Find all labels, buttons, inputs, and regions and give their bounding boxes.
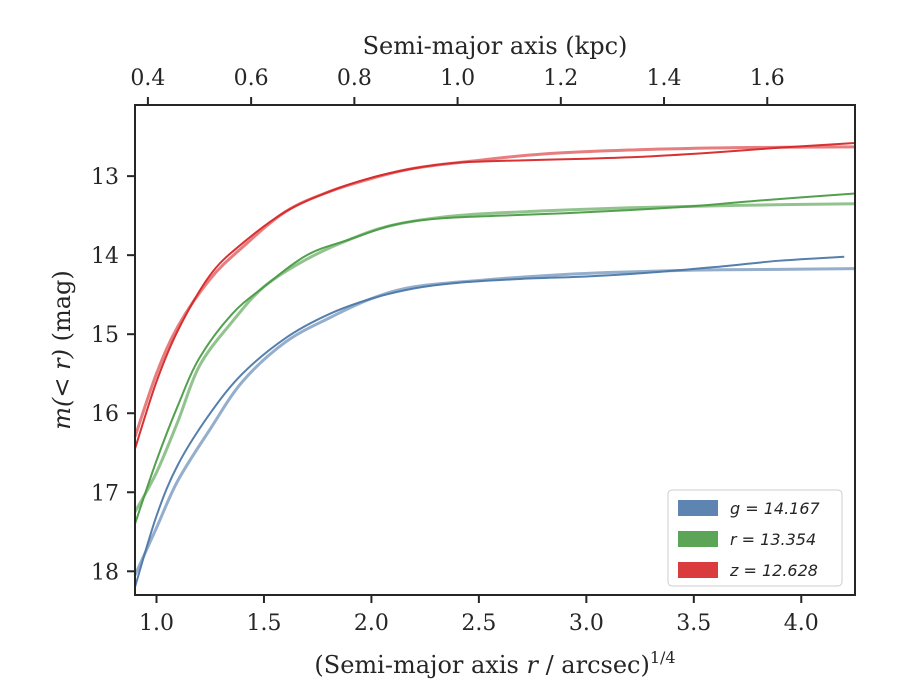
y-axis-title: m(< r) (mag): [48, 270, 76, 430]
top-x-tick-label: 1.4: [647, 66, 682, 91]
y-tick-label: 14: [91, 244, 119, 269]
series-model-line: [133, 202, 856, 513]
ylabel-unit: (mag): [48, 270, 76, 349]
series-data-line: [134, 192, 856, 525]
ticks-layer: 1.0 1.5 2.0 2.5 3.0 3.5 4.0 0.4 0.6 0.8 1.0 1.2 1.4 1…: [91, 66, 819, 636]
top-x-tick-label: 1.2: [543, 66, 578, 91]
top-x-tick-label: 0.4: [130, 66, 165, 91]
ylabel-math: m(< r): [48, 349, 76, 430]
y-tick-label: 16: [91, 402, 119, 427]
top-x-tick-label: 0.8: [337, 66, 372, 91]
xlabel-suffix: / arcsec): [538, 651, 650, 679]
x-tick-label: 3.0: [569, 611, 604, 636]
legend-swatch-z: [678, 562, 718, 578]
x-tick-label: 3.5: [676, 611, 711, 636]
legend-label-g: g = 14.167: [730, 499, 821, 518]
xlabel-exponent: 1/4: [650, 648, 676, 667]
top-axis-title: Semi-major axis (kpc): [363, 32, 628, 60]
xlabel-var: r: [526, 651, 539, 679]
top-x-tick-label: 0.6: [234, 66, 269, 91]
x-tick-label: 1.0: [139, 611, 174, 636]
plot-frame: [134, 104, 856, 596]
legend-swatch-r: [678, 531, 718, 547]
x-tick-label: 4.0: [784, 611, 819, 636]
series-model-line: [133, 145, 856, 438]
legend-label-r: r = 13.354: [730, 530, 816, 549]
top-x-tick-label: 1.0: [440, 66, 475, 91]
bottom-axis-title: (Semi-major axis r / arcsec)1/4: [314, 648, 675, 679]
y-tick-label: 18: [91, 560, 119, 585]
series-data-line: [134, 141, 856, 450]
x-tick-label: 2.5: [461, 611, 496, 636]
xlabel-prefix: (Semi-major axis: [314, 651, 526, 679]
x-tick-label: 1.5: [246, 611, 281, 636]
legend-label-z: z = 12.628: [729, 561, 818, 580]
y-tick-label: 15: [91, 323, 119, 348]
series-layer: [133, 141, 856, 588]
y-tick-label: 17: [91, 481, 119, 506]
top-x-tick-label: 1.6: [750, 66, 785, 91]
x-tick-label: 2.0: [354, 611, 389, 636]
legend: g = 14.167 r = 13.354 z = 12.628: [667, 489, 843, 587]
series-data-line: [134, 255, 845, 588]
y-tick-label: 13: [91, 165, 119, 190]
legend-swatch-g: [678, 500, 718, 516]
